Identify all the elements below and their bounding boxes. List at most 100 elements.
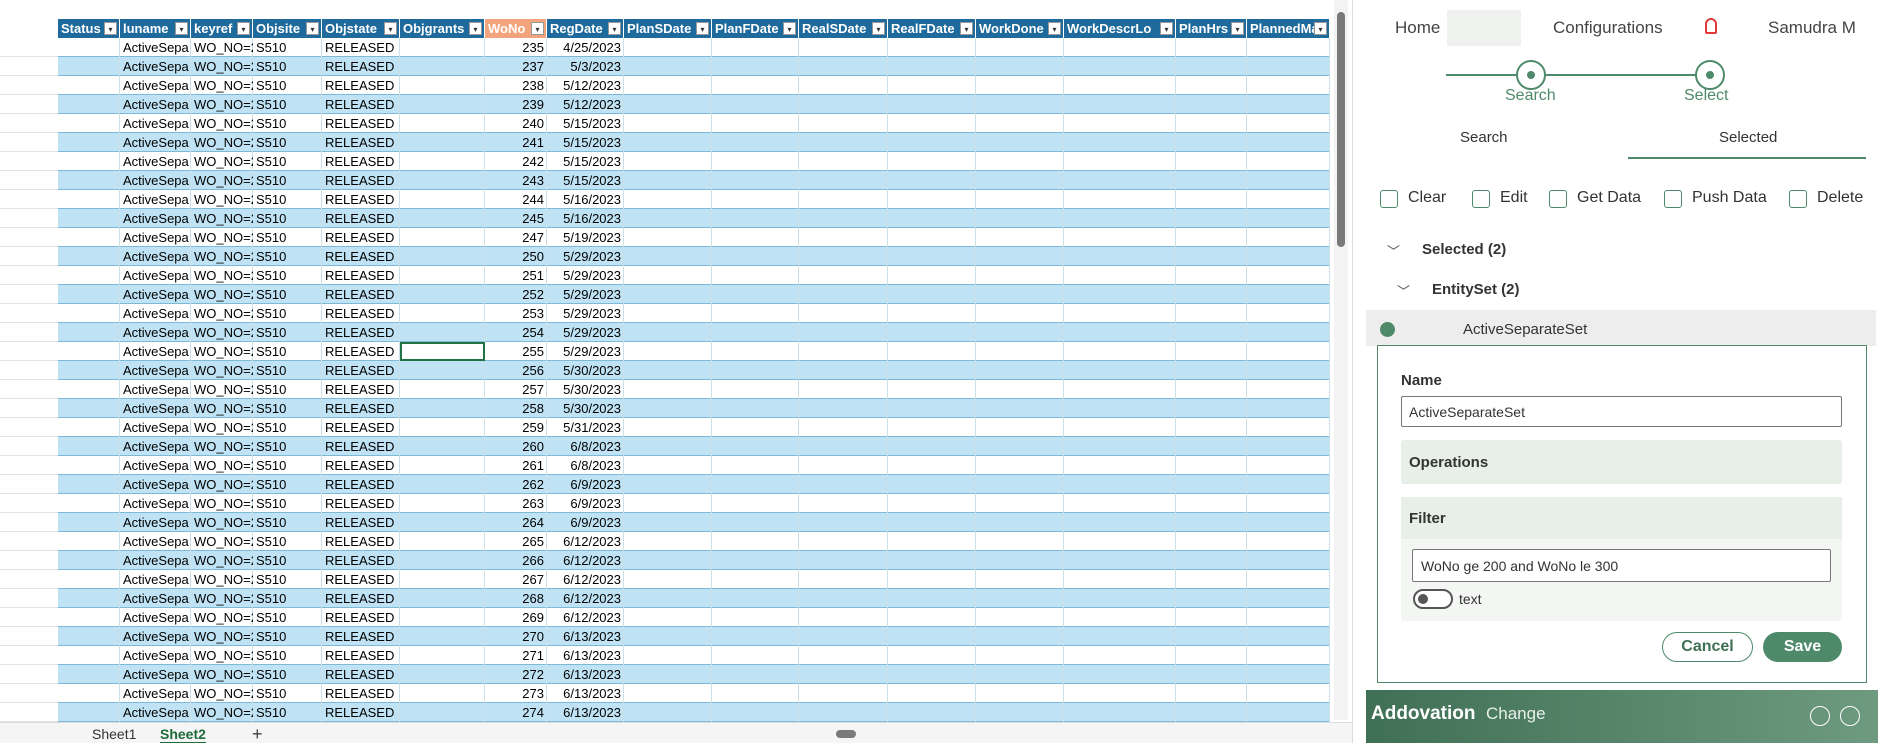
cancel-button[interactable] — [1662, 632, 1753, 662]
toolbar-button[interactable]: Push Data — [1692, 189, 1767, 206]
tree-item-bg[interactable] — [1366, 310, 1876, 346]
cell — [888, 532, 976, 551]
cell-text: ActiveSepa — [123, 325, 189, 340]
cell — [400, 76, 485, 95]
cell — [1247, 456, 1330, 475]
cell — [888, 475, 976, 494]
cell — [120, 247, 191, 266]
cell-text: 245 — [522, 211, 544, 226]
cell — [624, 323, 712, 342]
cell — [888, 266, 976, 285]
cell-text: S510 — [256, 610, 287, 625]
filter-button[interactable]: ▾ — [104, 22, 117, 35]
cell — [1176, 209, 1247, 228]
cell — [1247, 627, 1330, 646]
cell — [1247, 95, 1330, 114]
nav-user[interactable]: Samudra M — [1768, 18, 1856, 37]
selected-cell[interactable] — [400, 342, 485, 361]
scroll-thumb[interactable] — [1337, 12, 1345, 247]
column-header[interactable]: Objgrants — [400, 19, 485, 38]
cell — [485, 684, 547, 703]
section-title[interactable]: Filter — [1409, 510, 1446, 527]
filter-button[interactable]: ▾ — [608, 22, 621, 35]
column-header[interactable]: PlanFDate — [712, 19, 799, 38]
toolbar-button[interactable]: Clear — [1408, 189, 1447, 206]
vertical-scrollbar[interactable] — [1334, 0, 1348, 720]
bell-icon[interactable] — [1705, 18, 1717, 34]
filter-button[interactable]: ▾ — [384, 22, 397, 35]
cell — [400, 418, 485, 437]
cell — [58, 266, 120, 285]
name-input[interactable] — [1401, 396, 1842, 427]
filter-button[interactable]: ▾ — [696, 22, 709, 35]
filter-button[interactable]: ▾ — [783, 22, 796, 35]
column-header[interactable]: WorkDone — [976, 19, 1064, 38]
tree-node[interactable]: EntitySet (2) — [1432, 281, 1520, 298]
cell — [624, 456, 712, 475]
cell — [253, 608, 322, 627]
column-header[interactable]: WorkDescrLo — [1064, 19, 1176, 38]
cell — [888, 608, 976, 627]
column-header[interactable]: PlannedMan — [1247, 19, 1330, 38]
help-icon[interactable] — [1810, 706, 1830, 726]
cell — [1064, 171, 1176, 190]
toggle-label: text — [1459, 591, 1482, 607]
tab[interactable]: Search — [1460, 129, 1508, 146]
cancel-text[interactable]: Cancel — [1681, 638, 1734, 655]
cell — [976, 494, 1064, 513]
column-header[interactable]: luname — [120, 19, 191, 38]
filter-button[interactable]: ▾ — [306, 22, 319, 35]
tree-node[interactable]: ActiveSeparateSet — [1463, 321, 1588, 338]
nav-configurations[interactable]: Configurations — [1553, 18, 1663, 37]
column-header[interactable]: RealSDate — [799, 19, 888, 38]
column-header[interactable]: Objsite — [253, 19, 322, 38]
cell — [58, 418, 120, 437]
filter-button[interactable]: ▾ — [960, 22, 973, 35]
cell — [485, 494, 547, 513]
toolbar-button[interactable]: Delete — [1817, 189, 1864, 206]
filter-button[interactable]: ▾ — [1160, 22, 1173, 35]
filter-button[interactable]: ▾ — [237, 22, 250, 35]
tab[interactable]: Selected — [1719, 129, 1778, 146]
column-header[interactable]: PlanSDate — [624, 19, 712, 38]
cell — [322, 418, 400, 437]
horizontal-scrollbar[interactable] — [820, 730, 1330, 738]
filter-button[interactable]: ▾ — [872, 22, 885, 35]
cell — [58, 665, 120, 684]
cell-text: RELEASED — [325, 439, 395, 454]
operations-section[interactable] — [1401, 440, 1842, 484]
filter-button[interactable]: ▾ — [531, 22, 544, 35]
nav-home[interactable]: Home — [1395, 18, 1441, 37]
cell — [485, 418, 547, 437]
column-header[interactable]: Objstate — [322, 19, 400, 38]
filter-button[interactable]: ▾ — [175, 22, 188, 35]
toolbar-button[interactable]: Get Data — [1577, 189, 1642, 206]
sheet-tab[interactable]: Sheet2 — [160, 726, 206, 743]
sheet-tab[interactable]: Sheet1 — [92, 726, 137, 742]
section-title[interactable]: Operations — [1409, 454, 1489, 471]
add-sheet[interactable]: + — [252, 724, 263, 743]
cell-text: WO_NO=2 — [194, 230, 253, 245]
cell — [191, 703, 253, 722]
filter-input[interactable] — [1412, 549, 1831, 582]
tree-node[interactable]: Selected (2) — [1422, 241, 1507, 258]
column-header[interactable]: PlanHrs — [1176, 19, 1247, 38]
cell — [1176, 551, 1247, 570]
save-button[interactable] — [1763, 632, 1842, 662]
cell-text: 5/16/2023 — [563, 192, 621, 207]
toggle[interactable] — [1413, 589, 1453, 609]
filter-button[interactable]: ▾ — [1048, 22, 1061, 35]
save-text[interactable]: Save — [1783, 638, 1822, 655]
filter-button[interactable]: ▾ — [1314, 22, 1327, 35]
column-header[interactable]: RealFDate — [888, 19, 976, 38]
scroll-thumb[interactable] — [836, 730, 856, 738]
step-label: Search — [1505, 87, 1556, 104]
cell — [120, 513, 191, 532]
column-header[interactable]: RegDate — [547, 19, 624, 38]
filter-button[interactable]: ▾ — [1231, 22, 1244, 35]
filter-button[interactable]: ▾ — [469, 22, 482, 35]
info-icon[interactable] — [1840, 706, 1860, 726]
cell — [1176, 570, 1247, 589]
cell — [253, 380, 322, 399]
toolbar-button[interactable]: Edit — [1500, 189, 1528, 206]
